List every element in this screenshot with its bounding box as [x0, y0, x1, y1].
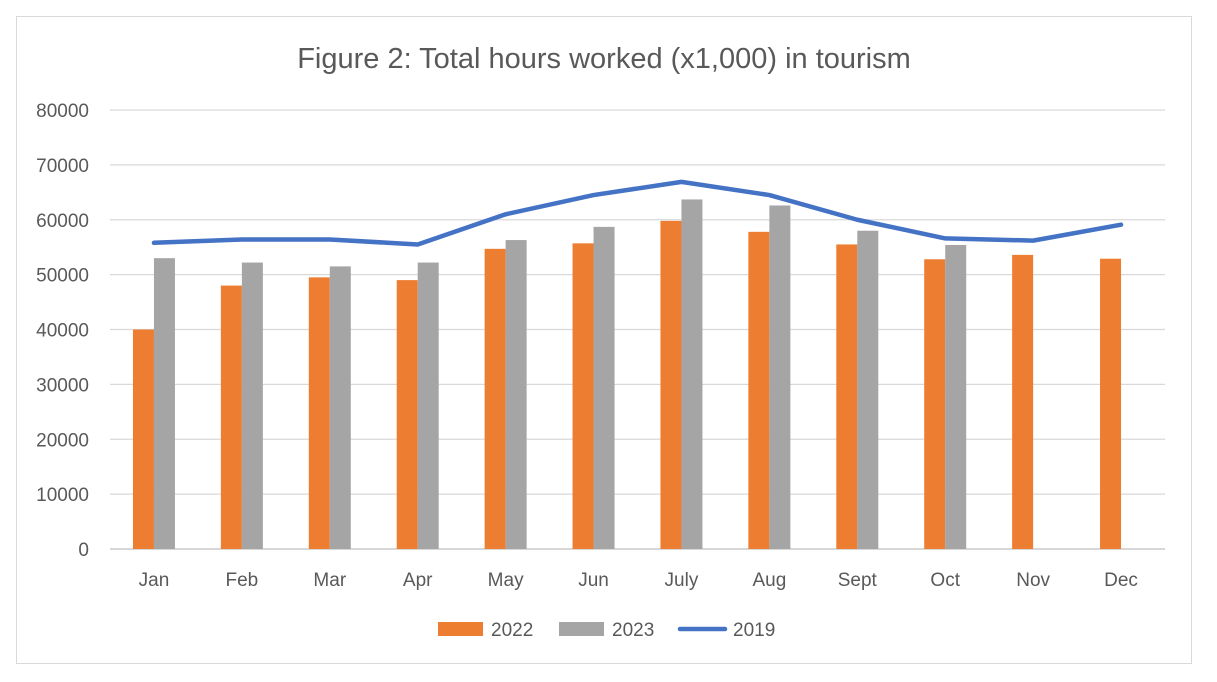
legend-swatch-2022 — [438, 622, 483, 636]
x-tick-label: Feb — [226, 570, 259, 591]
y-tick-label: 0 — [78, 540, 89, 561]
bar-2023-Mar — [329, 266, 351, 549]
x-tick-label: Aug — [752, 570, 786, 591]
bar-2022-Sept — [836, 244, 858, 549]
y-tick-label: 50000 — [36, 266, 89, 287]
bar-2023-May — [505, 240, 527, 549]
x-tick-label: Jan — [139, 570, 170, 591]
legend-swatch-2023 — [559, 622, 604, 636]
bar-2022-Oct — [924, 259, 946, 549]
y-tick-label: 10000 — [36, 485, 89, 506]
bar-2023-Aug — [769, 205, 791, 550]
bar-2022-Jun — [572, 243, 594, 549]
bar-2023-Feb — [241, 262, 263, 549]
x-tick-label: Apr — [403, 570, 433, 591]
y-tick-label: 60000 — [36, 211, 89, 232]
bar-2023-Sept — [857, 230, 879, 549]
bar-2022-Nov — [1012, 254, 1034, 549]
bar-2022-Aug — [748, 231, 770, 549]
x-tick-label: Oct — [930, 570, 960, 591]
legend-label-2023: 2023 — [612, 620, 654, 641]
x-tick-label: Dec — [1104, 570, 1138, 591]
y-tick-label: 30000 — [36, 375, 89, 396]
bar-2023-Apr — [417, 262, 439, 549]
bar-2022-May — [484, 248, 506, 550]
legend-label-2022: 2022 — [491, 620, 533, 641]
x-tick-label: May — [488, 570, 524, 591]
bar-2022-Dec — [1100, 258, 1122, 549]
x-tick-label: Jun — [578, 570, 609, 591]
bar-2022-July — [660, 220, 682, 549]
x-tick-label: Sept — [838, 570, 878, 591]
gridlines — [110, 109, 1165, 550]
y-tick-label: 40000 — [36, 321, 89, 342]
x-tick-label: Nov — [1016, 570, 1050, 591]
legend-label-2019: 2019 — [733, 620, 775, 641]
bar-2023-July — [681, 199, 703, 550]
chart-title: Figure 2: Total hours worked (x1,000) in… — [297, 43, 911, 75]
x-tick-label: Mar — [313, 570, 346, 591]
bar-2023-Jan — [153, 258, 175, 549]
x-tick-label: July — [665, 570, 699, 591]
bar-2022-Mar — [308, 277, 330, 549]
y-tick-label: 20000 — [36, 430, 89, 451]
legend: 2022 2023 2019 — [438, 620, 775, 641]
bars — [132, 199, 1122, 550]
line-2019 — [151, 179, 1124, 247]
bar-2022-Jan — [132, 329, 154, 549]
bar-2023-Jun — [593, 226, 615, 550]
x-axis-ticks: Jan Feb Mar Apr May Jun July Aug Sept Oct Nov Dec — [139, 570, 1138, 591]
y-tick-label: 80000 — [36, 101, 89, 122]
bar-2022-Apr — [396, 280, 418, 549]
bar-2023-Oct — [945, 244, 967, 549]
line-series — [151, 179, 1124, 247]
y-axis-ticks: 0 10000 20000 30000 40000 50000 60000 70000 8000… — [36, 101, 89, 561]
y-tick-label: 70000 — [36, 156, 89, 177]
bar-2022-Feb — [220, 285, 242, 549]
